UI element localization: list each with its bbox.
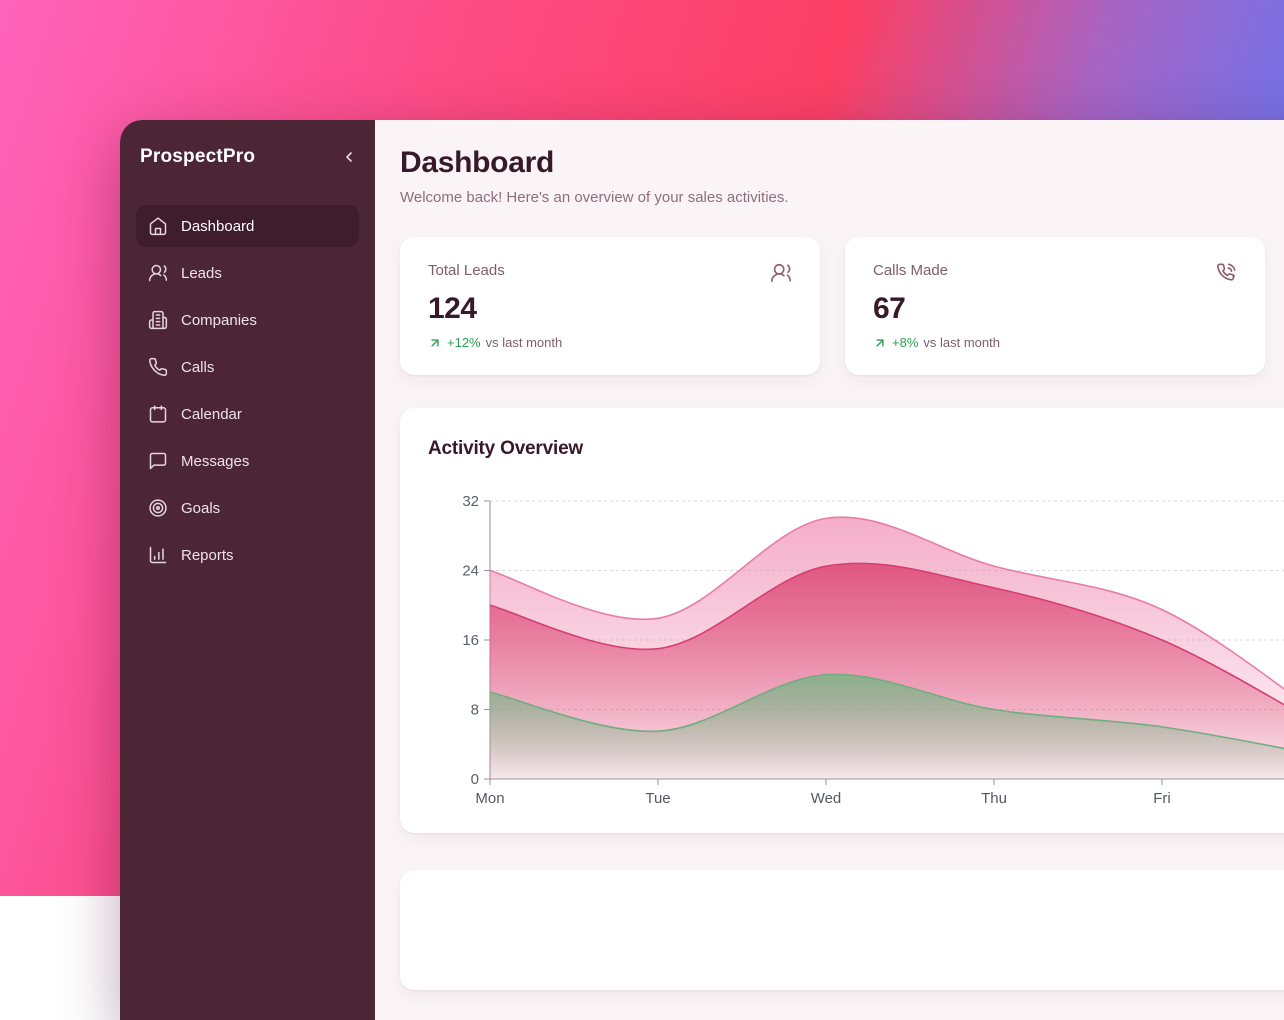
x-tick-label: Wed [811,790,842,807]
sidebar-collapse-button[interactable] [339,147,359,167]
chevron-left-icon [341,149,357,165]
stat-card-calls-made: Calls Made 67 +8% vs last month [845,237,1265,375]
partial-bottom-card [400,870,1284,990]
sidebar-item-label: Calendar [181,405,242,423]
bar-chart-icon [148,545,168,565]
x-tick-label: Fri [1153,790,1171,807]
sidebar-nav: Dashboard Leads Companies Calls Calendar [136,205,359,576]
sidebar-item-label: Dashboard [181,217,255,235]
stat-trend-value: +8% [892,335,919,350]
main-content: Dashboard Welcome back! Here's an overvi… [375,120,1284,1020]
line-series-pink-light [489,516,1284,690]
users-icon [148,263,168,283]
phone-call-icon [1215,262,1237,284]
home-icon [148,216,168,236]
stat-value: 124 [428,292,477,325]
stat-trend: +12% vs last month [428,335,792,350]
sidebar-item-messages[interactable]: Messages [136,440,359,482]
sidebar-item-label: Messages [181,452,250,470]
phone-icon [148,357,168,377]
line-series-pink-dark [489,562,1284,706]
activity-overview-card: Activity Overview 0 8 16 24 32 Mon Tue Wed Thu Fr… [400,408,1284,833]
stat-trend-value: +12% [447,335,481,350]
target-icon [148,498,168,518]
stat-label: Calls Made [873,262,949,279]
sidebar-item-dashboard[interactable]: Dashboard [136,205,359,247]
users-icon [770,262,792,284]
stat-trend: +8% vs last month [873,335,1237,350]
sidebar-item-calls[interactable]: Calls [136,346,359,388]
arrow-up-right-icon [428,336,442,350]
arrow-up-right-icon [873,336,887,350]
sidebar-item-companies[interactable]: Companies [136,299,359,341]
building-icon [148,310,168,330]
y-tick-label: 8 [471,702,479,719]
sidebar-item-label: Companies [181,311,257,329]
y-tick-label: 32 [462,493,479,510]
x-tick-label: Thu [981,790,1007,807]
page-title: Dashboard [400,146,554,179]
stat-card-total-leads: Total Leads 124 +12% vs last month [400,237,820,375]
stat-value: 67 [873,292,906,325]
activity-chart: 0 8 16 24 32 Mon Tue Wed Thu Fri [462,493,1284,807]
message-square-icon [148,451,168,471]
app-logo: ProspectPro [140,146,256,167]
y-tick-label: 16 [462,632,479,649]
x-tick-label: Tue [645,790,670,807]
sidebar: ProspectPro Dashboard Leads Companies [120,120,375,1020]
app-window: ProspectPro Dashboard Leads Companies [120,120,1284,1020]
sidebar-item-calendar[interactable]: Calendar [136,393,359,435]
sidebar-item-label: Goals [181,499,221,517]
y-tick-label: 0 [471,771,479,788]
calendar-icon [148,404,168,424]
sidebar-item-goals[interactable]: Goals [136,487,359,529]
area-series-green [490,674,1284,779]
sidebar-item-label: Calls [181,358,215,376]
sidebar-item-label: Leads [181,264,222,282]
page-subtitle: Welcome back! Here's an overview of your… [400,189,789,206]
stat-trend-text: vs last month [923,335,1000,350]
stat-trend-text: vs last month [485,335,563,350]
y-tick-label: 24 [462,563,479,580]
activity-overview-title: Activity Overview [428,438,584,459]
sidebar-item-reports[interactable]: Reports [136,534,359,576]
line-series-green [489,673,1284,750]
sidebar-header: ProspectPro [136,146,359,168]
x-tick-label: Mon [475,790,504,807]
sidebar-item-leads[interactable]: Leads [136,252,359,294]
sidebar-item-label: Reports [181,546,234,564]
stat-label: Total Leads [428,262,505,279]
stats-row: Total Leads 124 +12% vs last month Calls… [400,237,1284,375]
